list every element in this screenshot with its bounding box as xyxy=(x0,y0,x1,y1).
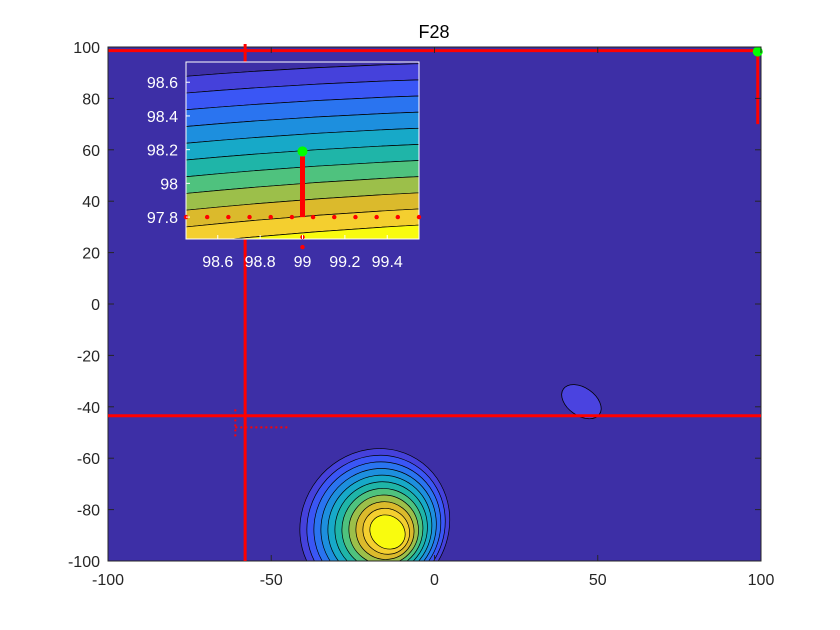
x-tick-label: 0 xyxy=(430,572,439,589)
y-tick-label: 40 xyxy=(82,194,100,211)
main-plot: -100 -50 0 50 100 -100 -80 -60 -40 -20 0 20 40 60 80 1… xyxy=(68,22,774,589)
y-tick-label: -60 xyxy=(77,451,100,468)
x-axis-ticks: -100 -50 0 50 100 xyxy=(92,47,774,589)
inset-x-tick-label: 99.2 xyxy=(329,254,360,271)
x-tick-label: 100 xyxy=(748,572,775,589)
y-tick-label: -100 xyxy=(68,554,100,571)
inset-dot xyxy=(332,214,337,220)
chart-title: F28 xyxy=(418,22,449,42)
inset-dot xyxy=(226,214,231,220)
inset-dot xyxy=(353,214,358,220)
inset-x-tick-label: 99 xyxy=(294,254,312,271)
small-basin-contour xyxy=(561,384,602,420)
inset-dot xyxy=(416,214,422,220)
inset-dot xyxy=(204,214,210,220)
y-tick-label: 80 xyxy=(82,91,100,108)
inset-dot xyxy=(289,214,295,220)
inset-y-tick-label: 98.2 xyxy=(147,143,178,160)
y-tick-label: 60 xyxy=(82,143,100,160)
inset-dot xyxy=(395,214,401,220)
inset-contours xyxy=(186,62,419,239)
y-tick-label: 0 xyxy=(91,297,100,314)
y-tick-label: 20 xyxy=(82,246,100,263)
inset-x-tick-label: 98.8 xyxy=(245,254,276,271)
x-tick-label: -50 xyxy=(260,572,283,589)
inset-contour-band xyxy=(228,224,419,239)
y-tick-label: 100 xyxy=(73,40,100,57)
inset-y-tick-label: 98.6 xyxy=(147,75,178,92)
inset-dot-lower xyxy=(300,244,305,250)
main-extras xyxy=(243,44,763,57)
inset-dot xyxy=(310,214,316,220)
y-tick-label: -40 xyxy=(77,400,100,417)
inset-y-tick-label: 97.8 xyxy=(147,210,178,227)
inset-optimum-point xyxy=(297,146,308,157)
inset-y-tick-label: 98.4 xyxy=(147,109,178,126)
inset-x-ticks: 98.6 98.8 99 99.2 99.4 xyxy=(202,235,403,271)
inset-x-tick-label: 98.6 xyxy=(202,254,233,271)
inset-dot xyxy=(247,214,252,220)
inset-y-ticks: 98.6 98.4 98.2 98 97.8 xyxy=(147,75,190,227)
inset-x-tick-label: 99.4 xyxy=(372,254,403,271)
inset-dot xyxy=(374,214,379,220)
optimum-point xyxy=(752,46,763,57)
inset-y-tick-label: 98 xyxy=(160,176,178,193)
x-tick-label: -100 xyxy=(92,572,124,589)
inset-overlays xyxy=(183,146,422,250)
y-tick-label: -80 xyxy=(77,503,100,520)
inset-plot: 98.6 98.8 99 99.2 99.4 98.6 98.4 98.2 98 97.8 xyxy=(147,61,422,271)
inset-dot xyxy=(268,214,273,220)
contour-level xyxy=(369,514,406,550)
y-axis-ticks: -100 -80 -60 -40 -20 0 20 40 60 80 100 xyxy=(68,40,761,571)
x-tick-label: 50 xyxy=(589,572,607,589)
y-tick-label: -20 xyxy=(77,348,100,365)
